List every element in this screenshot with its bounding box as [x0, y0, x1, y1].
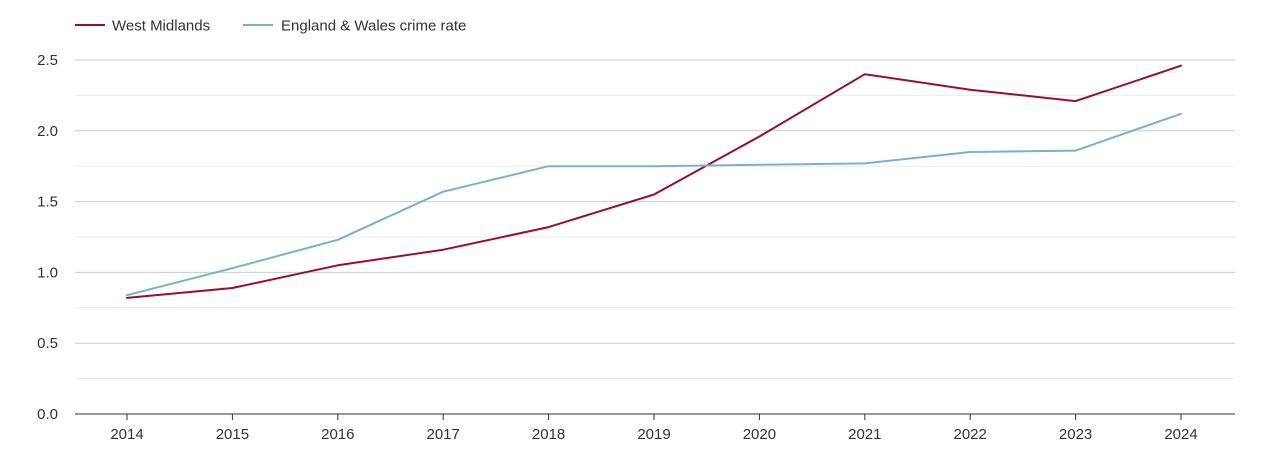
data-point [336, 238, 340, 242]
data-point [1074, 149, 1078, 153]
y-tick-label: 2.0 [37, 123, 58, 140]
x-tick-label: 2016 [321, 426, 354, 443]
data-point [230, 286, 234, 290]
data-point [652, 193, 656, 197]
data-point [1179, 64, 1183, 68]
x-tick-label: 2024 [1164, 426, 1197, 443]
series-line-west-midlands [126, 64, 1182, 299]
data-point [441, 190, 445, 194]
data-point [1179, 112, 1183, 116]
legend: West Midlands England & Wales crime rate [75, 18, 466, 35]
data-point [1074, 99, 1078, 103]
data-point [441, 248, 445, 252]
series-line-england-wales [126, 112, 1182, 297]
data-point [863, 161, 867, 165]
data-point [547, 164, 551, 168]
x-tick-label: 2023 [1059, 426, 1092, 443]
data-point [230, 266, 234, 270]
y-tick-label: 1.0 [37, 264, 58, 281]
gridlines [75, 59, 1235, 380]
legend-label: West Midlands [112, 18, 210, 35]
data-point [652, 164, 656, 168]
x-tick-label: 2020 [743, 426, 776, 443]
data-point [863, 72, 867, 76]
y-tick-label: 0.5 [37, 335, 58, 352]
data-point [968, 150, 972, 154]
data-point [968, 88, 972, 92]
y-tick-label: 2.5 [37, 52, 58, 69]
x-tick-label: 2017 [427, 426, 460, 443]
x-axis: 2014 2015 2016 2017 2018 2019 2020 2021 2022 2023… [75, 413, 1235, 443]
data-point [336, 263, 340, 267]
y-tick-label: 0.0 [37, 406, 58, 423]
x-tick-label: 2015 [216, 426, 249, 443]
y-tick-label: 1.5 [37, 194, 58, 211]
x-tick-label: 2021 [848, 426, 881, 443]
data-point [125, 293, 129, 297]
data-point [757, 134, 761, 138]
x-tick-label: 2019 [637, 426, 670, 443]
data-point [757, 163, 761, 167]
data-point [547, 225, 551, 229]
x-tick-label: 2014 [110, 426, 143, 443]
x-tick-label: 2018 [532, 426, 565, 443]
x-tick-label: 2022 [954, 426, 987, 443]
series-lines [125, 64, 1183, 299]
legend-label: England & Wales crime rate [281, 18, 466, 35]
y-axis: 0.0 0.5 1.0 1.5 2.0 2.5 [37, 52, 58, 423]
